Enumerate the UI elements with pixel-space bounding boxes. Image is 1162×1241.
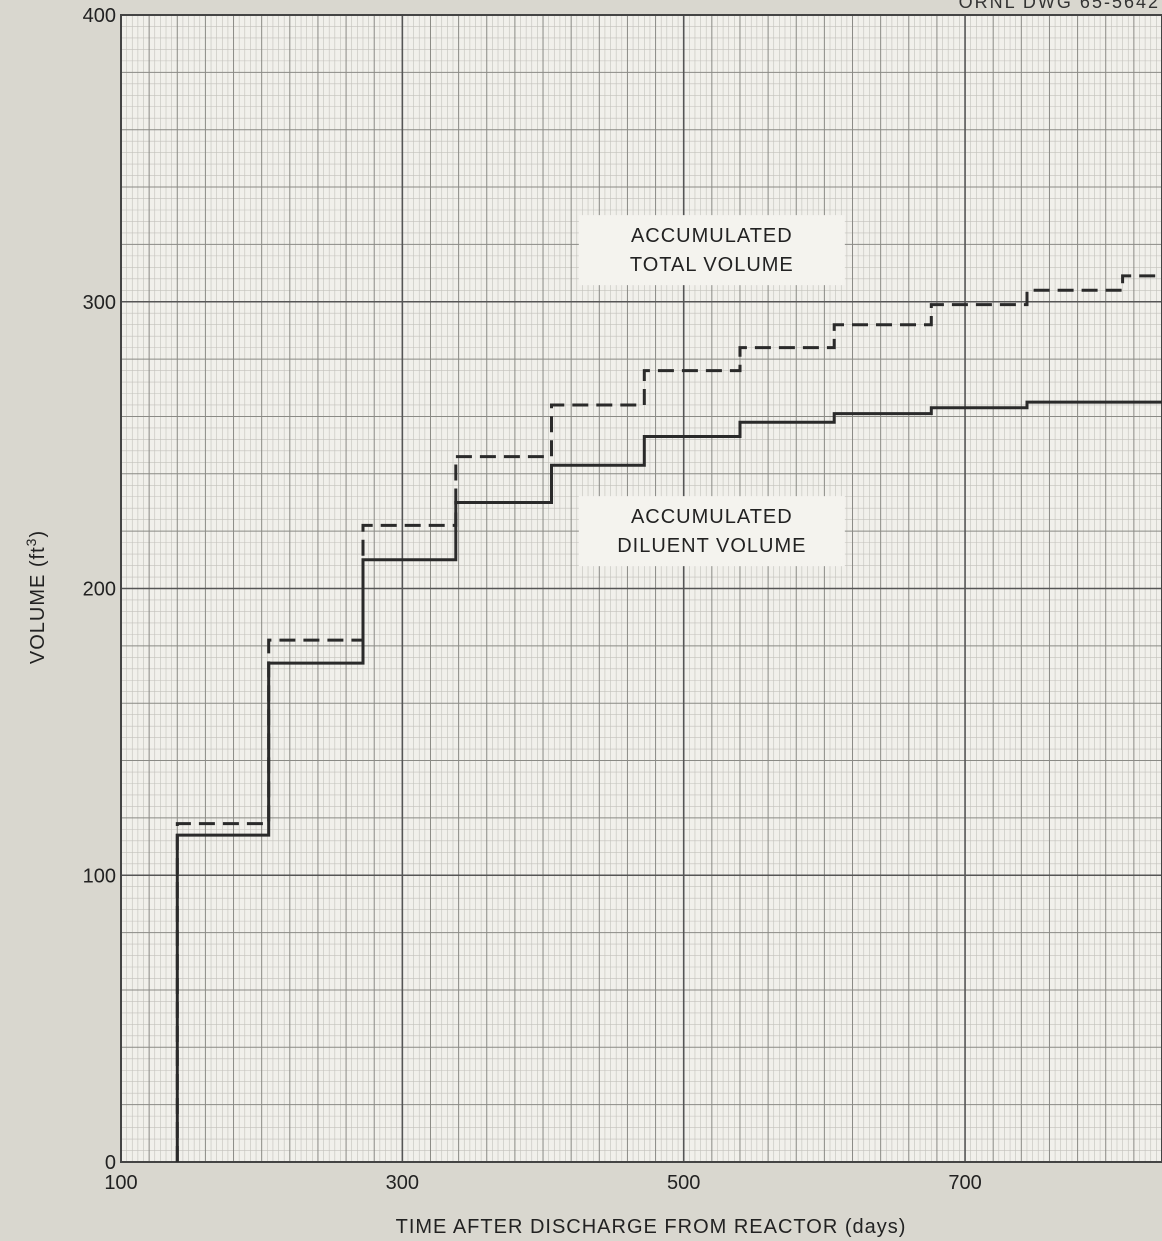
y-axis-label-main: VOLUME (ft bbox=[27, 546, 49, 664]
annotation-text-diluent: DILUENT VOLUME bbox=[617, 535, 806, 557]
x-axis-label: TIME AFTER DISCHARGE FROM REACTOR (days) bbox=[396, 1216, 907, 1238]
annotation-box-diluent bbox=[578, 496, 845, 567]
annotation-text-total: TOTAL VOLUME bbox=[630, 254, 794, 276]
x-tick-label: 500 bbox=[667, 1172, 700, 1194]
annotation-text-total: ACCUMULATED bbox=[631, 225, 793, 247]
major-grid bbox=[120, 14, 1162, 1163]
y-tick-label: 400 bbox=[83, 5, 116, 27]
y-axis-label: VOLUME (ft3) bbox=[23, 530, 49, 664]
annotation-text-diluent: ACCUMULATED bbox=[631, 506, 793, 528]
drawing-number: ORNL DWG 65-5642 bbox=[959, 0, 1160, 12]
x-tick-label: 100 bbox=[104, 1172, 137, 1194]
mid-grid bbox=[121, 15, 1162, 1162]
y-tick-label: 200 bbox=[83, 579, 116, 601]
plot-frame bbox=[120, 14, 1162, 1163]
series-diluent-line bbox=[175, 400, 1162, 1162]
y-tick-label: 0 bbox=[105, 1152, 116, 1174]
y-tick-label: 300 bbox=[83, 292, 116, 314]
y-axis-label-superscript: 3 bbox=[23, 538, 39, 547]
x-tick-label: 700 bbox=[948, 1172, 981, 1194]
y-tick-label: 100 bbox=[83, 865, 116, 887]
annotation-box-total bbox=[578, 215, 845, 286]
series-total-line bbox=[175, 274, 1162, 1162]
annotation-layer: ACCUMULATED TOTAL VOLUME ACCUMULATED DILUEN… bbox=[578, 215, 845, 567]
series-layer bbox=[175, 274, 1162, 1162]
y-axis-label-close: ) bbox=[27, 530, 49, 538]
x-tick-label: 300 bbox=[386, 1172, 419, 1194]
